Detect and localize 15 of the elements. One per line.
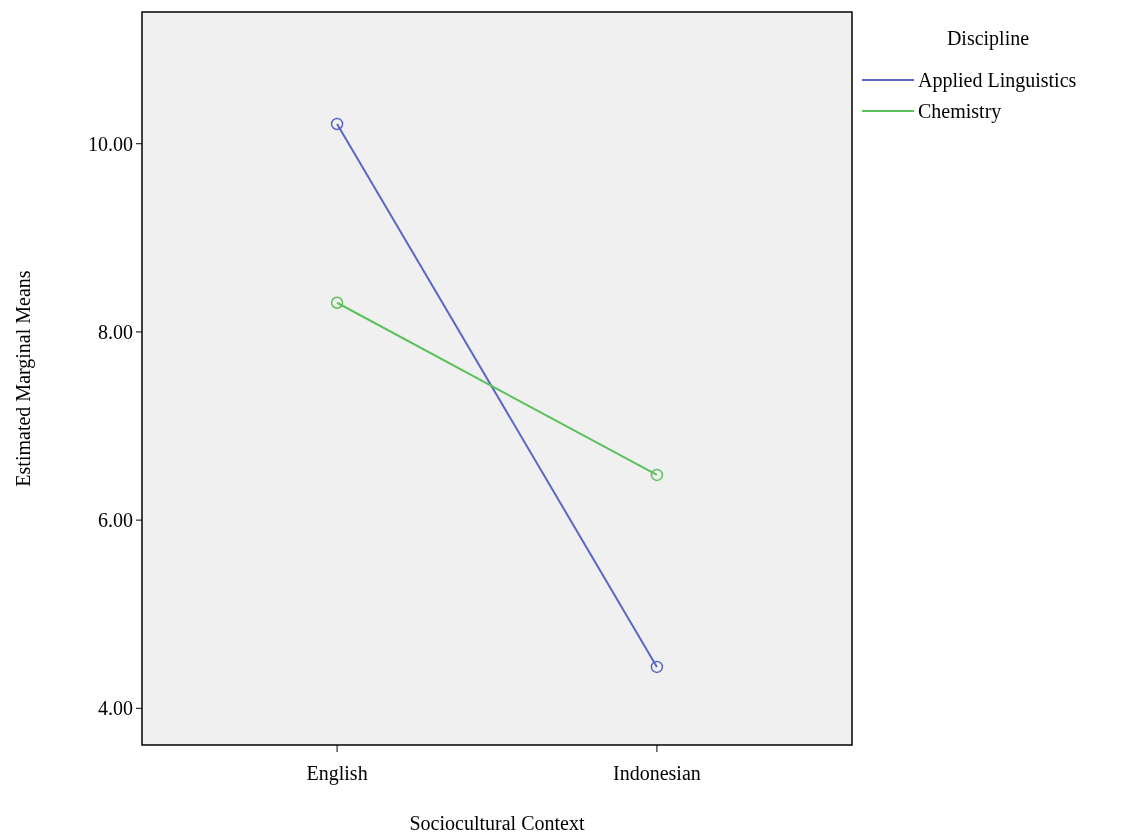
legend-label: Applied Linguistics (918, 69, 1077, 92)
legend-label: Chemistry (918, 100, 1002, 123)
x-tick-label: Indonesian (613, 762, 701, 784)
y-tick-label: 6.00 (98, 509, 133, 532)
y-tick-label: 10.00 (88, 132, 133, 155)
point (330, 296, 344, 309)
point (330, 117, 344, 131)
x-tick-label: English (306, 762, 368, 785)
x-axis-title: Sociocultural Context (409, 812, 585, 834)
legend-title: Discipline (946, 27, 1030, 50)
y-tick-label: 8.00 (98, 320, 133, 343)
point (650, 468, 664, 482)
y-axis-title: Estimated Marginal Means (12, 270, 35, 487)
y-tick-label: 4.00 (98, 697, 133, 720)
point (650, 660, 664, 674)
